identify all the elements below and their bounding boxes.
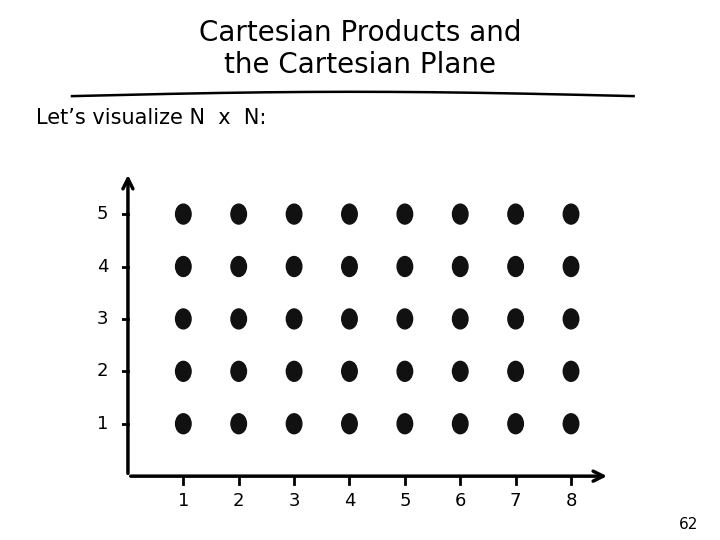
Ellipse shape [287, 309, 302, 329]
Ellipse shape [231, 309, 246, 329]
Ellipse shape [563, 204, 579, 224]
Text: 62: 62 [679, 517, 698, 532]
Ellipse shape [563, 414, 579, 434]
Text: 3: 3 [288, 492, 300, 510]
Ellipse shape [563, 361, 579, 381]
Text: 2: 2 [233, 492, 245, 510]
Ellipse shape [231, 204, 246, 224]
Text: 1: 1 [178, 492, 189, 510]
Ellipse shape [563, 309, 579, 329]
Ellipse shape [397, 414, 413, 434]
Text: 7: 7 [510, 492, 521, 510]
Ellipse shape [287, 204, 302, 224]
Ellipse shape [397, 256, 413, 276]
Text: 4: 4 [97, 258, 109, 275]
Ellipse shape [176, 414, 191, 434]
Ellipse shape [397, 204, 413, 224]
Ellipse shape [452, 204, 468, 224]
Ellipse shape [452, 414, 468, 434]
Ellipse shape [397, 361, 413, 381]
Text: 5: 5 [97, 205, 109, 223]
Text: 8: 8 [565, 492, 577, 510]
Ellipse shape [287, 256, 302, 276]
Ellipse shape [452, 361, 468, 381]
Ellipse shape [563, 256, 579, 276]
Ellipse shape [342, 256, 357, 276]
Ellipse shape [508, 414, 523, 434]
Ellipse shape [176, 256, 191, 276]
Ellipse shape [452, 309, 468, 329]
Ellipse shape [176, 361, 191, 381]
Text: 6: 6 [454, 492, 466, 510]
Text: 1: 1 [97, 415, 109, 433]
Ellipse shape [231, 361, 246, 381]
Ellipse shape [397, 309, 413, 329]
Text: 5: 5 [399, 492, 410, 510]
Ellipse shape [342, 204, 357, 224]
Ellipse shape [508, 204, 523, 224]
Text: Let’s visualize N  x  N:: Let’s visualize N x N: [36, 108, 266, 128]
Ellipse shape [231, 256, 246, 276]
Ellipse shape [176, 204, 191, 224]
Ellipse shape [342, 361, 357, 381]
Ellipse shape [508, 256, 523, 276]
Ellipse shape [508, 309, 523, 329]
Ellipse shape [287, 414, 302, 434]
Ellipse shape [508, 361, 523, 381]
Ellipse shape [231, 414, 246, 434]
Ellipse shape [176, 309, 191, 329]
Ellipse shape [452, 256, 468, 276]
Ellipse shape [342, 309, 357, 329]
Text: Cartesian Products and: Cartesian Products and [199, 19, 521, 47]
Text: 2: 2 [97, 362, 109, 380]
Text: the Cartesian Plane: the Cartesian Plane [224, 51, 496, 79]
Text: 4: 4 [343, 492, 355, 510]
Text: 3: 3 [97, 310, 109, 328]
Ellipse shape [342, 414, 357, 434]
Ellipse shape [287, 361, 302, 381]
